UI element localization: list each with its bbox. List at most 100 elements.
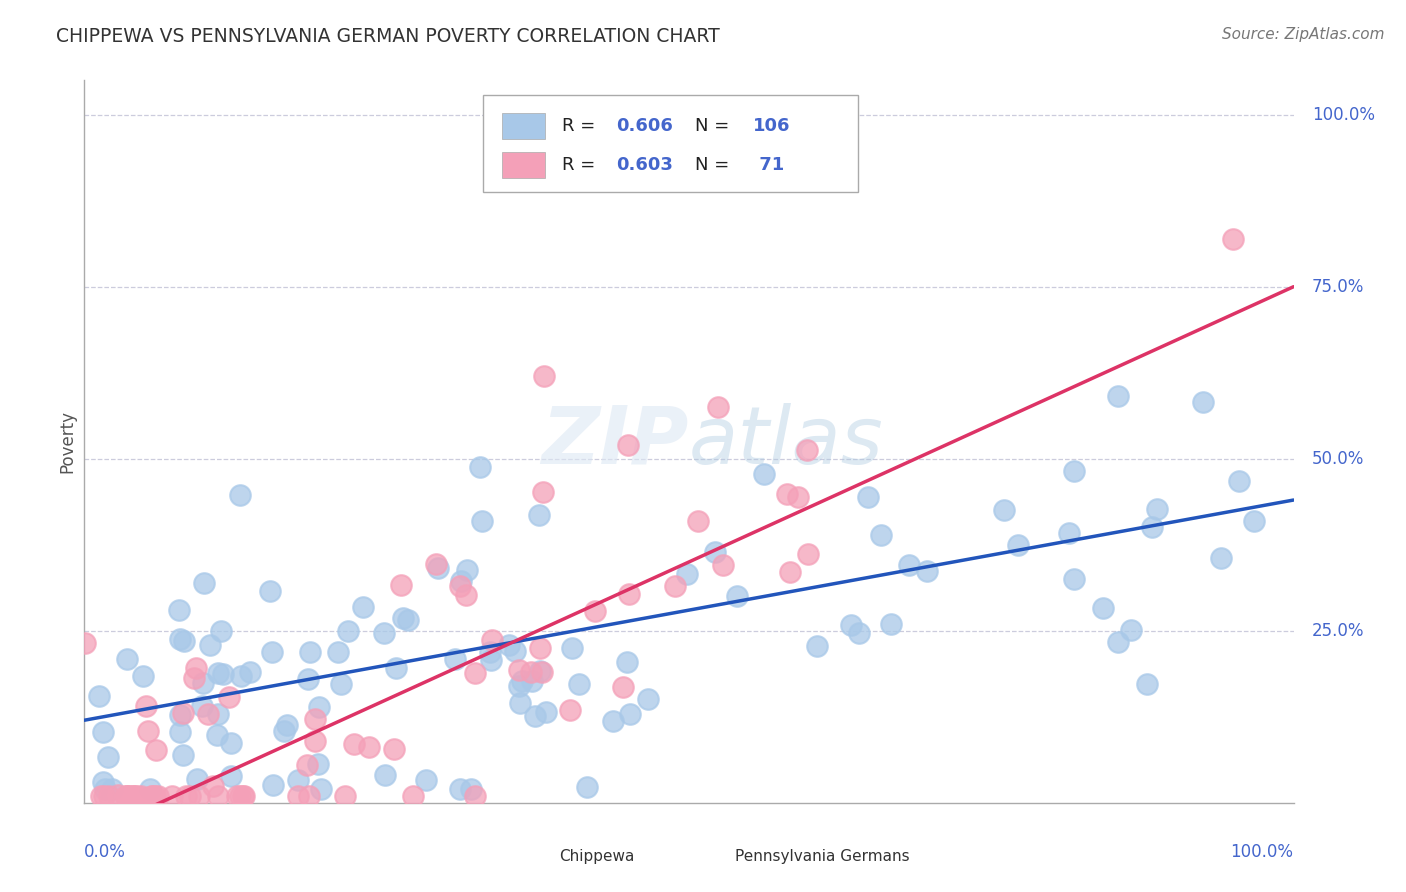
Point (401, 789, 423, 803)
Point (97, 789, 120, 803)
Point (193, 576, 215, 591)
Point (124, 789, 146, 803)
Point (179, 789, 201, 803)
Text: Source: ZipAtlas.com: Source: ZipAtlas.com (1222, 27, 1385, 42)
Point (172, 747, 194, 762)
Point (167, 603, 190, 617)
Point (1107, 635, 1129, 649)
Text: 106: 106 (754, 117, 790, 135)
Point (207, 666, 229, 681)
Point (87, 690, 110, 704)
Text: R =: R = (562, 117, 600, 135)
Point (239, 665, 262, 680)
Point (915, 564, 938, 578)
Text: 25.0%: 25.0% (1312, 622, 1364, 640)
Point (184, 661, 207, 675)
Point (993, 502, 1015, 516)
Point (426, 560, 449, 574)
Point (1192, 395, 1215, 409)
Point (298, 645, 321, 659)
Text: 75.0%: 75.0% (1312, 277, 1364, 296)
Point (309, 782, 332, 797)
Point (169, 632, 191, 646)
Point (124, 789, 146, 803)
Point (880, 617, 903, 632)
Point (510, 673, 533, 688)
Point (779, 565, 801, 579)
Point (191, 676, 214, 690)
Point (183, 672, 205, 686)
Point (707, 401, 730, 415)
Text: 0.606: 0.606 (616, 117, 673, 135)
Point (1107, 388, 1129, 402)
Point (415, 772, 437, 787)
Point (172, 706, 194, 720)
Point (1092, 600, 1115, 615)
Point (93, 782, 115, 797)
Text: 71: 71 (754, 156, 785, 174)
Point (219, 769, 242, 783)
Point (1136, 677, 1159, 691)
Point (117, 789, 139, 803)
Point (273, 724, 295, 739)
Point (186, 772, 208, 787)
Point (93, 789, 115, 803)
Text: N =: N = (695, 156, 735, 174)
Point (796, 443, 818, 458)
Point (711, 558, 734, 573)
Point (169, 707, 191, 722)
Point (173, 634, 195, 648)
Point (531, 485, 554, 500)
Point (481, 632, 503, 647)
Point (503, 644, 526, 658)
Point (602, 714, 624, 729)
Point (187, 789, 209, 803)
Point (333, 789, 356, 803)
Point (93, 725, 115, 739)
Point (806, 639, 828, 653)
Point (797, 547, 820, 561)
Point (676, 567, 699, 582)
Point (616, 655, 638, 669)
Point (1119, 624, 1142, 638)
Point (464, 666, 486, 681)
Point (531, 665, 554, 680)
Point (527, 508, 550, 522)
Point (536, 705, 558, 719)
Point (145, 789, 167, 803)
Point (207, 706, 229, 721)
FancyBboxPatch shape (699, 848, 730, 867)
Point (374, 768, 396, 782)
Point (229, 789, 252, 803)
Point (174, 789, 197, 803)
Point (392, 611, 415, 625)
Point (131, 669, 153, 683)
Point (287, 773, 309, 788)
Y-axis label: Poverty: Poverty (58, 410, 76, 473)
Point (856, 490, 879, 504)
Text: R =: R = (562, 156, 600, 174)
Point (297, 672, 319, 686)
Point (135, 698, 157, 713)
Point (90, 789, 112, 803)
Point (686, 514, 709, 528)
Point (479, 645, 502, 659)
Point (617, 438, 640, 452)
Point (533, 369, 555, 384)
Point (664, 579, 686, 593)
Point (107, 788, 129, 802)
Point (870, 528, 893, 542)
Point (1209, 551, 1232, 566)
Point (1140, 520, 1163, 534)
Point (460, 782, 482, 797)
Point (576, 780, 599, 794)
Point (619, 587, 641, 601)
Point (568, 677, 591, 691)
Point (612, 681, 634, 695)
Text: CHIPPEWA VS PENNSYLVANIA GERMAN POVERTY CORRELATION CHART: CHIPPEWA VS PENNSYLVANIA GERMAN POVERTY … (56, 27, 720, 45)
Point (449, 579, 471, 593)
Text: 50.0%: 50.0% (1312, 450, 1364, 467)
Point (1007, 538, 1029, 552)
Point (145, 743, 167, 757)
Point (468, 459, 491, 474)
